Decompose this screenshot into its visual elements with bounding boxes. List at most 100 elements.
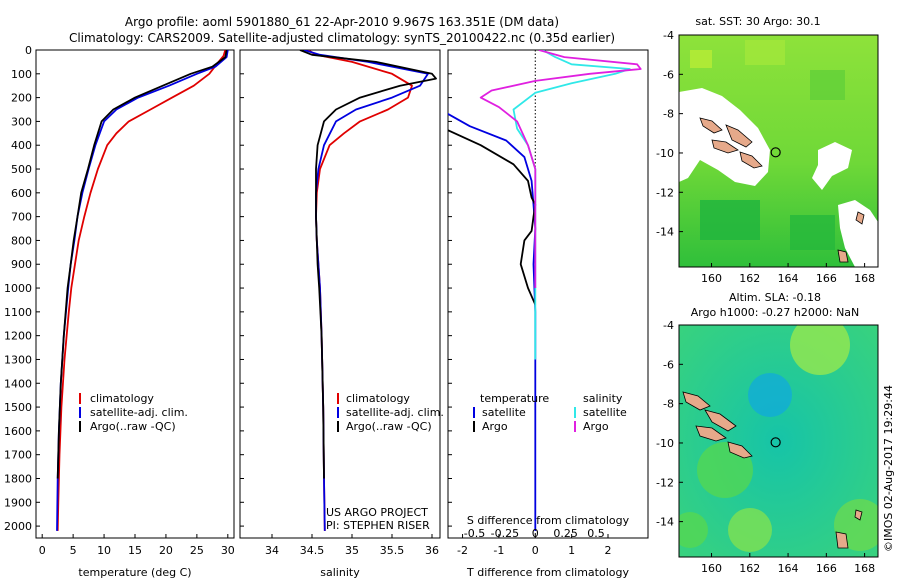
depth-tick-label: 800 — [11, 234, 32, 247]
lat-tick-label: -6 — [663, 68, 674, 81]
temperature-xlabel: temperature (deg C) — [78, 566, 191, 579]
depth-tick-label: 0 — [25, 44, 32, 57]
x-tick-label: 36 — [425, 544, 439, 557]
lat-tick-label: -8 — [663, 108, 674, 121]
depth-tick-label: 300 — [11, 115, 32, 128]
series-line-argo — [299, 50, 437, 479]
x-tick-label: 1 — [568, 544, 575, 557]
s-diff-tick-label: 0 — [532, 527, 539, 540]
temperature-x-ticks: 0 5 10 15 20 25 30 — [39, 534, 235, 557]
depth-tick-label: 1300 — [4, 353, 32, 366]
lon-tick-label: 160 — [701, 272, 722, 285]
sst-map-title: sat. SST: 30 Argo: 30.1 — [695, 15, 820, 28]
series-line-salinity-argo — [479, 50, 642, 288]
lat-tick-label: -8 — [663, 398, 674, 411]
x-tick-label: 2 — [605, 544, 612, 557]
legend-sal-argo: Argo — [583, 420, 609, 433]
depth-tick-label: 100 — [11, 68, 32, 81]
depth-tick-label: 1100 — [4, 306, 32, 319]
series-line-argo — [56, 50, 228, 479]
depth-tick-label: 2000 — [4, 520, 32, 533]
depth-tick-label: 700 — [11, 211, 32, 224]
sst-map-frame — [678, 34, 879, 268]
lon-tick-label: 166 — [816, 562, 837, 575]
legend-temp-argo: Argo — [482, 420, 508, 433]
salinity-xlabel: salinity — [320, 566, 360, 579]
legend-salinity-header: salinity — [583, 392, 623, 405]
depth-tick-label: 400 — [11, 139, 32, 152]
sla-islands — [682, 391, 863, 549]
legend-argo: Argo(..raw -QC) — [90, 420, 176, 433]
lat-tick-label: -4 — [663, 29, 674, 42]
depth-tick-label: 1500 — [4, 401, 32, 414]
depth-tick-label: 1600 — [4, 425, 32, 438]
temperature-lines — [56, 50, 229, 531]
difference-y-ticks — [448, 49, 452, 527]
lat-tick-label: -4 — [663, 319, 674, 332]
depth-tick-label: 500 — [11, 163, 32, 176]
credit-pi: PI: STEPHEN RISER — [326, 519, 430, 532]
depth-tick-label: 600 — [11, 187, 32, 200]
lon-tick-label: 164 — [778, 272, 799, 285]
lon-tick-label: 162 — [739, 562, 760, 575]
sla-argo-position-marker — [770, 437, 781, 448]
depth-tick-label: 1200 — [4, 330, 32, 343]
lon-tick-label: 168 — [854, 272, 875, 285]
difference-xlabel-s: S difference from climatology — [467, 514, 630, 527]
salinity-plot-frame — [239, 49, 441, 539]
depth-tick-label: 1900 — [4, 496, 32, 509]
temperature-plot-frame — [35, 49, 235, 539]
legend-argo: Argo(..raw -QC) — [346, 420, 432, 433]
sst-map-lat-ticks: -4 -6 -8 -10 -12 -14 — [656, 29, 683, 239]
lat-tick-label: -14 — [656, 226, 674, 239]
legend-satellite: satellite-adj. clim. — [90, 406, 188, 419]
difference-legend: temperature salinity satellite Argo sate… — [473, 392, 627, 433]
depth-tick-label: 1000 — [4, 282, 32, 295]
x-tick-label: 20 — [159, 544, 173, 557]
depth-tick-label: 1800 — [4, 472, 32, 485]
depth-tick-label: 1700 — [4, 449, 32, 462]
x-tick-label: 0 — [532, 544, 539, 557]
depth-tick-label: 200 — [11, 92, 32, 105]
sla-map-frame — [678, 324, 879, 558]
legend-sal-satellite: satellite — [583, 406, 627, 419]
legend-climatology: climatology — [90, 392, 154, 405]
sla-map-title-line2: Argo h1000: -0.27 h2000: NaN — [691, 306, 860, 319]
salinity-difference-tick-labels: -0.5 -0.25 0 0.25 0.5 — [464, 527, 605, 540]
x-tick-label: -1 — [493, 544, 504, 557]
difference-x-ticks: -2 -1 0 1 2 — [457, 534, 612, 557]
temperature-panel: 0 100 200 300 400 500 600 700 800 900 1000 1100 1200… — [4, 44, 235, 579]
s-diff-tick-label: -0.5 — [464, 527, 485, 540]
lat-tick-label: -10 — [656, 147, 674, 160]
sla-map-lat-ticks: -4 -6 -8 -10 -12 -14 — [656, 319, 683, 529]
sla-map: Altim. SLA: -0.18 Argo h1000: -0.27 h200… — [656, 291, 879, 575]
sst-map-lon-ticks: 160 162 164 166 168 — [701, 263, 875, 285]
depth-tick-label: 900 — [11, 258, 32, 271]
lon-tick-label: 164 — [778, 562, 799, 575]
credit-project: US ARGO PROJECT — [326, 506, 428, 519]
salinity-y-ticks — [240, 49, 244, 527]
sla-map-field — [679, 325, 878, 557]
x-tick-label: -2 — [457, 544, 468, 557]
figure-title-line1: Argo profile: aoml 5901880_61 22-Apr-201… — [125, 15, 559, 29]
lat-tick-label: -12 — [656, 186, 674, 199]
imos-watermark: ©IMOS 02-Aug-2017 19:29:44 — [882, 385, 895, 552]
x-tick-label: 15 — [128, 544, 142, 557]
depth-tick-label: 1400 — [4, 377, 32, 390]
x-tick-label: 5 — [70, 544, 77, 557]
temperature-legend: climatology satellite-adj. clim. Argo(..… — [79, 392, 188, 433]
lon-tick-label: 162 — [739, 272, 760, 285]
legend-climatology: climatology — [346, 392, 410, 405]
salinity-legend: climatology satellite-adj. clim. Argo(..… — [337, 392, 444, 433]
depth-axis-ticks: 0 100 200 300 400 500 600 700 800 900 1000 1100 1200… — [4, 44, 40, 533]
figure-title-line2: Climatology: CARS2009. Satellite-adjuste… — [69, 31, 615, 45]
lat-tick-label: -6 — [663, 358, 674, 371]
lon-tick-label: 168 — [854, 562, 875, 575]
s-diff-tick-label: 0.5 — [587, 527, 605, 540]
sst-map: sat. SST: 30 Argo: 30.1 -4 -6 -8 -10 -12 -14 — [656, 15, 879, 285]
lat-tick-label: -14 — [656, 516, 674, 529]
difference-panel: -2 -1 0 1 2 T difference from climatology S … — [447, 49, 649, 579]
x-tick-label: 35.5 — [380, 544, 405, 557]
salinity-lines — [299, 50, 437, 531]
